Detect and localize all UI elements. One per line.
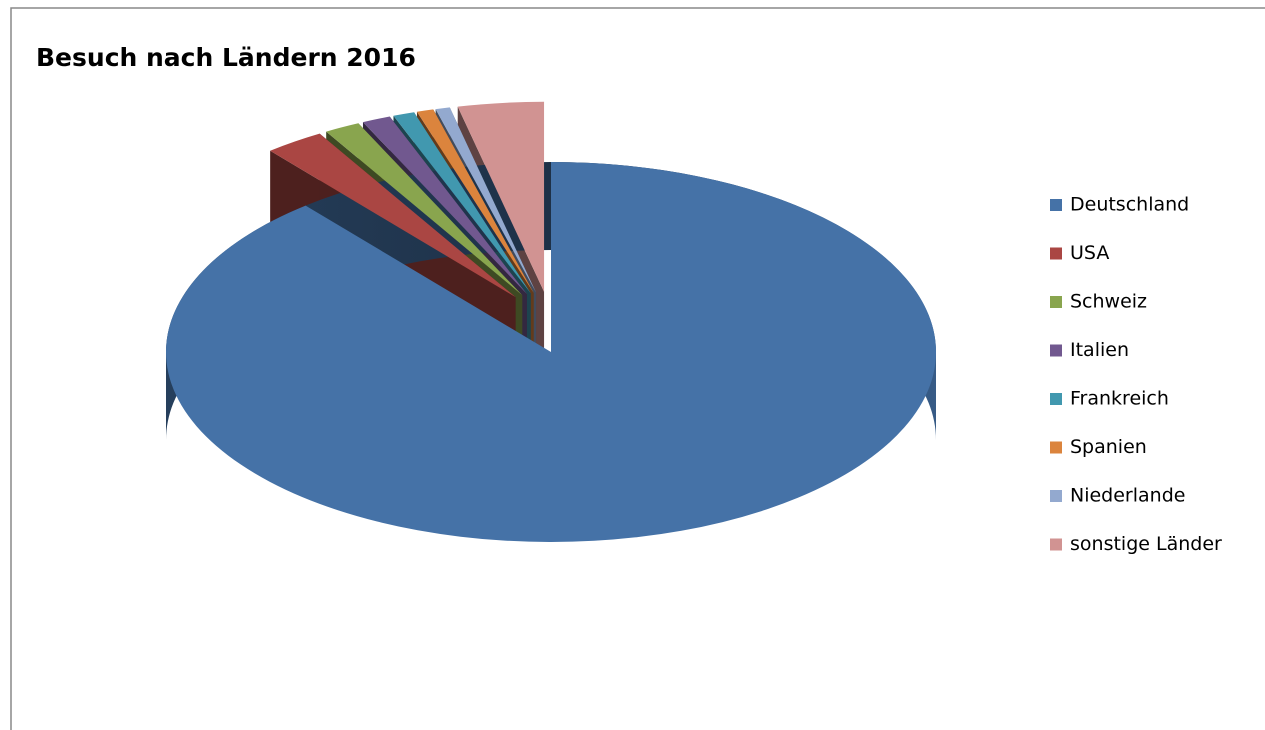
legend-label: Frankreich: [1070, 388, 1169, 410]
pie: [165, 101, 937, 543]
slice: [416, 109, 534, 293]
legend-label: sonstige Länder: [1070, 533, 1222, 555]
legend: Deutschland USA Schweiz Italien Frankreich Sp…: [1050, 194, 1222, 555]
slice: [457, 101, 545, 292]
legend-label: Spanien: [1070, 436, 1147, 458]
slice: [362, 116, 527, 295]
legend-swatch: [1050, 490, 1062, 502]
legend-swatch: [1050, 296, 1062, 308]
legend-swatch: [1050, 393, 1062, 405]
legend-swatch: [1050, 247, 1062, 260]
slice: [393, 112, 531, 294]
slice: [270, 133, 516, 298]
chart-title: Besuch nach Ländern 2016: [36, 43, 416, 72]
legend-label: Niederlande: [1070, 485, 1185, 507]
legend-swatch: [1050, 441, 1062, 454]
slice: [326, 123, 523, 296]
legend-label: Italien: [1070, 339, 1129, 361]
legend-label: Deutschland: [1070, 194, 1189, 216]
legend-swatch: [1050, 199, 1062, 211]
legend-swatch: [1050, 538, 1062, 551]
slice: [165, 162, 937, 543]
slice: [435, 107, 537, 293]
legend-label: USA: [1070, 242, 1109, 264]
legend-swatch: [1050, 344, 1062, 357]
chart-frame: [10, 7, 1265, 730]
legend-label: Schweiz: [1070, 291, 1147, 313]
